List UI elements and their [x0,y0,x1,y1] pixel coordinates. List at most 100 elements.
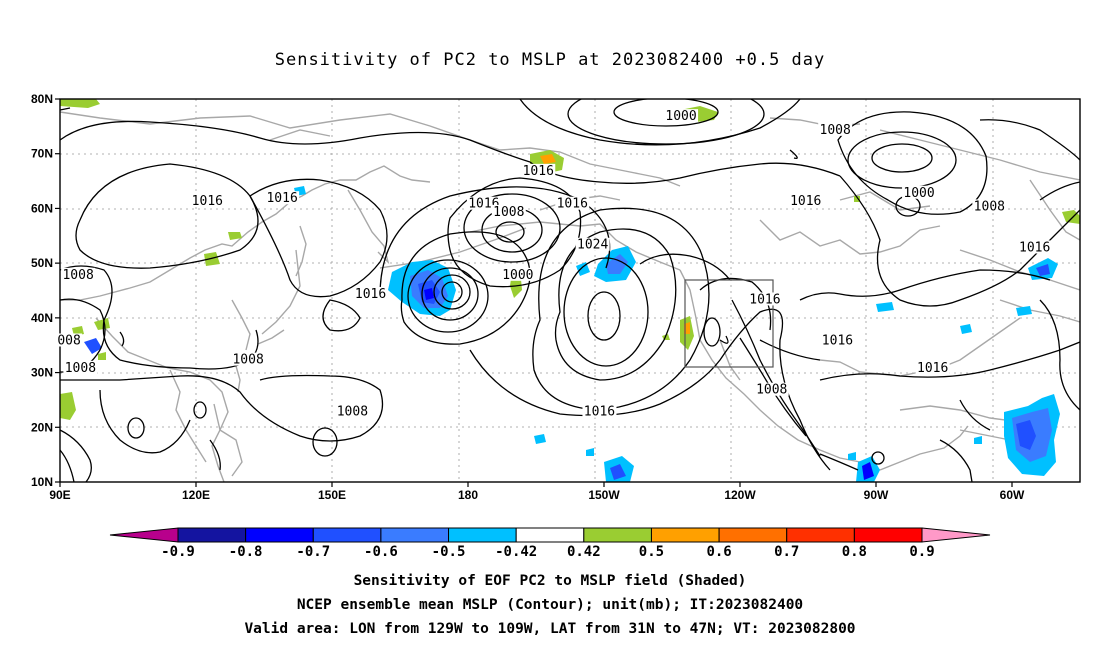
contour-label-bg [664,109,699,123]
lon-tick-label: 150E [318,488,346,502]
lat-tick-label: 60N [31,201,53,215]
contour-label: 1016 [355,287,386,302]
colorbar-label: -0.9 [161,544,195,560]
shade-green [228,232,242,240]
lon-tick-label: 90W [864,488,889,502]
map-frame [59,98,1081,483]
caption-line-1: Sensitivity of EOF PC2 to MSLP field (Sh… [353,573,747,589]
colorbar-swatch [718,527,788,543]
contour-label: 1016 [468,197,499,212]
contour-label: 1016 [917,361,948,376]
contour-label-bg [818,122,853,136]
colorbar-swatch [448,527,517,543]
contour-label-bg [555,196,590,210]
contour-label: 1008 [493,205,524,220]
colorbar-label: 0.42 [567,544,601,560]
contour-label-bg [972,199,1007,213]
shade-blue [84,338,102,354]
contour-label-bg [788,193,823,207]
colorbar-label: 0.5 [639,544,664,560]
shade-blue [576,262,590,276]
lon-tick-label: 180 [458,488,478,502]
shade-blue [424,288,434,300]
contour-label-bg [335,404,370,418]
sensitivity-shading [60,99,1080,482]
contour-label: 1000 [502,268,533,283]
contour-label-bg [265,191,300,205]
contour-label: 1008 [65,361,96,376]
lon-tick-label: 60W [1000,488,1025,502]
contour-label-bg [491,204,526,218]
lon-tick-label: 120E [182,488,210,502]
contour-label: 1000 [665,109,696,124]
contour-label: 1016 [192,194,223,209]
shade-blue [876,302,894,312]
shade-green [204,252,220,266]
contour-label: 008 [57,333,80,348]
contour-label-bg [575,237,610,251]
colorbar-swatch [515,527,585,543]
contour-label: 1008 [820,123,851,138]
contour-label: 1008 [337,405,368,420]
shade-blue [960,324,972,334]
contour-label: 1008 [756,383,787,398]
colorbar-label: -0.8 [229,544,263,560]
colorbar-label: 0.9 [909,544,934,560]
contour-label-bg [915,360,950,374]
contour-label-bg [1017,240,1052,254]
contour-label: 1016 [1019,240,1050,255]
shade-green [94,318,110,330]
shade-blue [1016,420,1036,450]
shade-green [854,196,860,202]
shade-orange [540,154,556,164]
colorbar-label: -0.42 [495,544,537,560]
contour-label-bg [902,185,937,199]
contour-label-bg [521,163,556,177]
lat-tick-label: 70N [31,147,53,161]
contour-label: 1016 [557,197,588,212]
colorbar-label: -0.6 [364,544,398,560]
axis-labels: 90E 120E 150E 180 150W 120W 90W 60W 80N 70N 60N 50N… [31,92,1025,502]
shade-blue [1016,306,1032,316]
shade-blue [848,452,856,460]
contour-label: 1016 [790,194,821,209]
contour-label: 1008 [974,199,1005,214]
lon-tick-label: 120W [724,488,756,502]
contour-label-bg [353,286,388,300]
contour-label: 1016 [266,191,297,206]
shade-green [60,392,76,420]
contour-label-bg [63,360,98,374]
contour-label-bg [56,333,83,347]
map-background [60,99,1080,482]
lon-tick-label: 90E [49,488,70,502]
contour-label: 1016 [749,292,780,307]
contour-label: 1016 [523,164,554,179]
colorbar: -0.9 -0.8 -0.7 -0.6 -0.5 -0.42 0.42 0.5 0.6 0.7 0.… [109,527,991,560]
colorbar-swatch [380,527,450,543]
contour-label: 1016 [584,405,615,420]
shade-green [1062,210,1080,224]
mslp-contours [60,99,1080,482]
colorbar-under-triangle [109,527,179,543]
contour-label-bg [747,292,782,306]
colorbar-label: -0.5 [432,544,466,560]
lat-tick-label: 20N [31,420,53,434]
shade-green [98,352,106,360]
contour-label-bg [754,382,789,396]
colorbar-label: 0.8 [842,544,867,560]
caption-line-3: Valid area: LON from 129W to 109W, LAT f… [244,621,856,637]
colorbar-label: 0.6 [706,544,731,560]
colorbar-swatch [245,527,314,543]
contour-label: 1008 [232,353,263,368]
colorbar-label: -0.7 [296,544,330,560]
contour-label: 1016 [822,333,853,348]
colorbar-swatch [650,527,720,543]
shade-blue [974,436,982,444]
lat-tick-label: 80N [31,92,53,106]
contour-label-bg [582,404,617,418]
lat-tick-label: 50N [31,256,53,270]
contour-label-bg [61,267,96,281]
shade-blue [610,464,626,480]
lat-tick-label: 10N [31,475,53,489]
colorbar-swatch [583,527,652,543]
